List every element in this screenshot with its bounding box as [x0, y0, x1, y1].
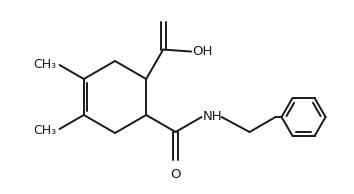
Text: O: O	[170, 168, 181, 181]
Text: OH: OH	[192, 45, 212, 58]
Text: CH₃: CH₃	[33, 124, 57, 137]
Text: NH: NH	[202, 109, 222, 122]
Text: CH₃: CH₃	[33, 57, 57, 70]
